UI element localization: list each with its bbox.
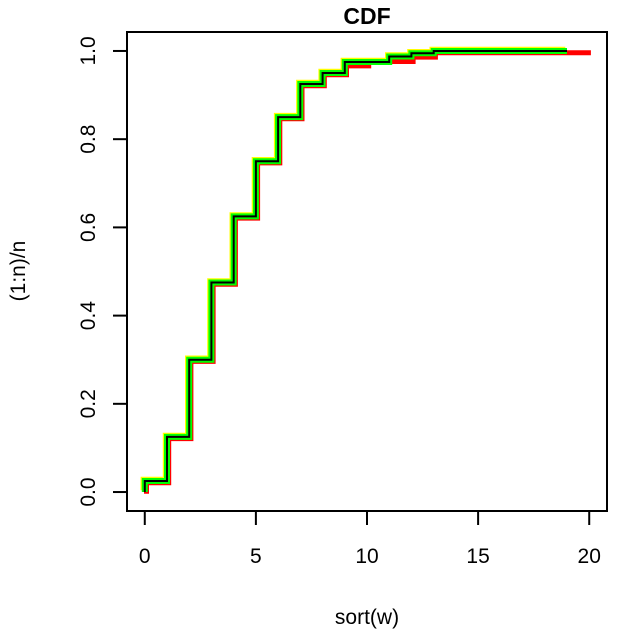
x-tick-label: 15 — [466, 545, 489, 568]
x-tick-label: 5 — [250, 545, 262, 568]
y-tick-label: 0.8 — [77, 125, 100, 154]
y-tick-label: 0.4 — [77, 301, 100, 331]
x-tick-label: 0 — [139, 545, 151, 568]
x-axis-title: sort(w) — [334, 606, 400, 629]
chart-title: CDF — [343, 3, 391, 29]
y-tick-label: 1.0 — [77, 36, 100, 65]
plot-box — [126, 31, 608, 512]
x-tick-label: 20 — [578, 545, 601, 568]
core-cdf — [143, 50, 567, 492]
red-cdf — [144, 50, 591, 494]
green-cdf — [141, 48, 567, 492]
yellow-cdf — [140, 46, 566, 491]
y-axis-title: (1:n)/n — [7, 240, 30, 302]
y-tick-label: 0.2 — [77, 389, 100, 418]
x-tick-label: 10 — [355, 545, 378, 568]
y-tick-label: 0.0 — [77, 477, 100, 506]
y-tick-label: 0.6 — [77, 213, 100, 242]
